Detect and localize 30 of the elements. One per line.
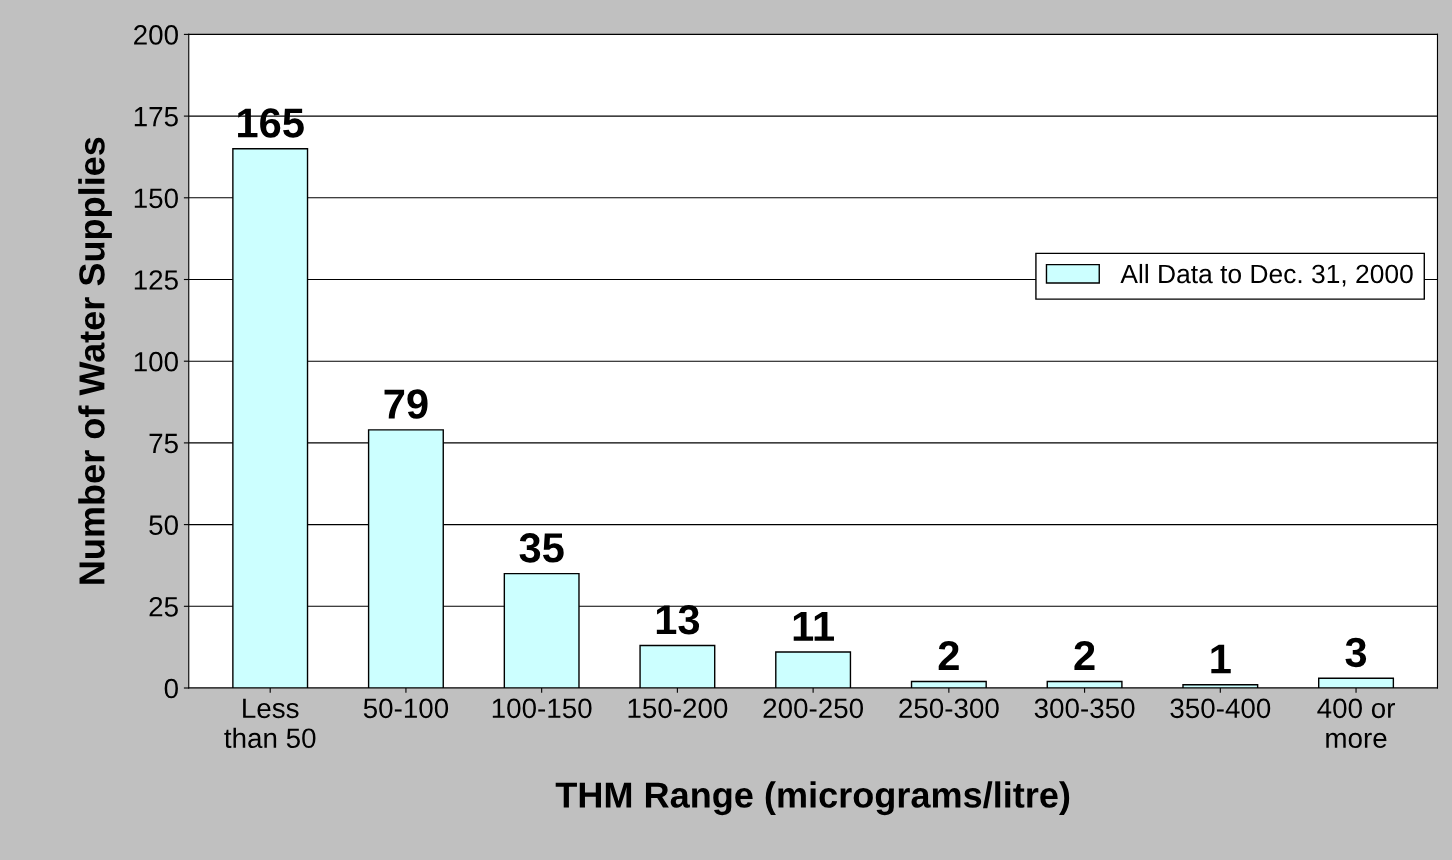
data-label: 11 bbox=[793, 611, 834, 641]
data-label: 2 bbox=[938, 640, 959, 671]
y-tick-label: 50 bbox=[149, 515, 178, 535]
y-tick-label: 75 bbox=[149, 433, 178, 454]
data-label: 3 bbox=[1345, 637, 1367, 668]
data-label: 1 bbox=[1211, 644, 1231, 674]
x-tick-label: 150-200 bbox=[628, 698, 728, 719]
x-tick-label: 50-100 bbox=[363, 698, 449, 719]
x-tick-label: 250-300 bbox=[899, 698, 999, 719]
y-tick-label: 100 bbox=[134, 351, 178, 372]
x-tick-label: 400 or more bbox=[1317, 698, 1395, 749]
y-axis-title: Number of Water Supplies bbox=[78, 137, 112, 584]
x-tick-label: 300-350 bbox=[1034, 698, 1135, 719]
x-tick-label: 350-400 bbox=[1170, 698, 1271, 719]
legend-label: All Data to Dec. 31, 2000 bbox=[1120, 263, 1413, 287]
x-axis-title: THM Range (micrograms/litre) bbox=[555, 781, 1070, 816]
x-tick-label: Less than 50 bbox=[224, 698, 316, 749]
data-label: 79 bbox=[384, 389, 428, 419]
data-label: 13 bbox=[656, 605, 700, 635]
y-tick-label: 25 bbox=[149, 596, 178, 617]
data-label: 2 bbox=[1074, 640, 1095, 671]
y-tick-label: 175 bbox=[134, 107, 178, 127]
y-tick-label: 0 bbox=[164, 678, 178, 699]
x-tick-label: 100-150 bbox=[492, 698, 592, 719]
data-label: 35 bbox=[519, 533, 564, 563]
y-tick-label: 150 bbox=[134, 188, 178, 209]
y-tick-label: 200 bbox=[134, 25, 178, 45]
data-label: 165 bbox=[238, 108, 304, 138]
y-tick-label: 125 bbox=[134, 270, 178, 290]
x-tick-label: 200-250 bbox=[763, 698, 864, 719]
